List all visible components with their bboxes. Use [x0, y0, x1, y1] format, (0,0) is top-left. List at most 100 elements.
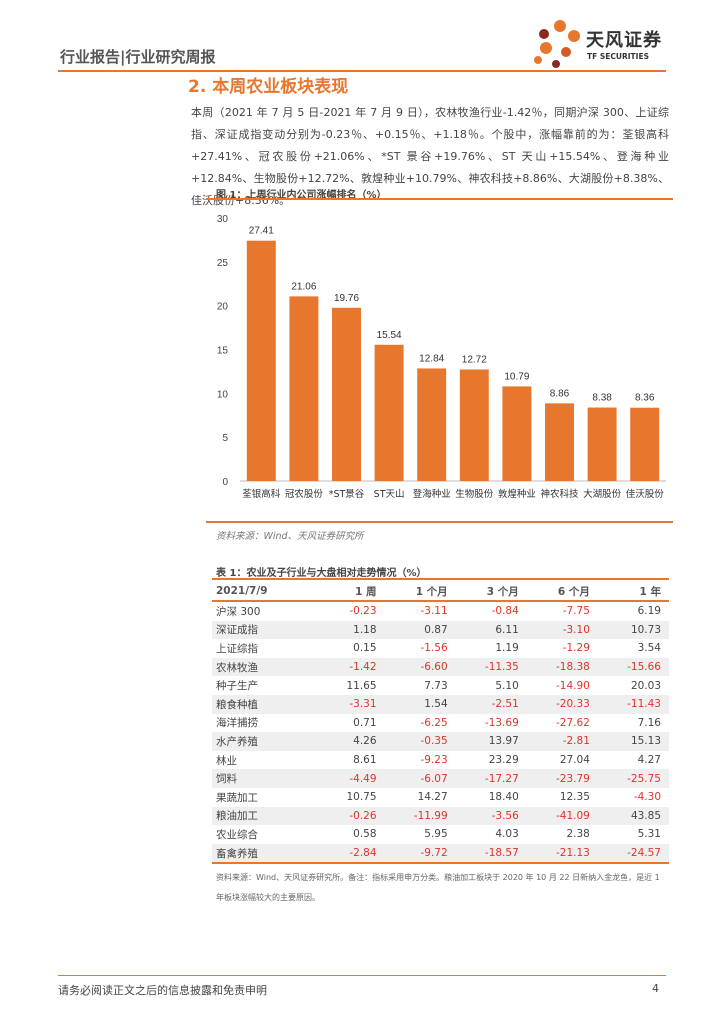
table-cell: -14.90: [556, 679, 590, 692]
figure-source: 资料来源：Wind、天风证券研究所: [216, 531, 364, 542]
table-cell: 20.03: [630, 679, 661, 692]
table-cell: 1.54: [384, 694, 456, 714]
table-cell: -20.33: [526, 694, 598, 714]
row-label: 饲料: [212, 769, 320, 788]
table-cell: -18.38: [526, 657, 598, 677]
row-label: 畜禽养殖: [212, 843, 320, 865]
table-cell: -4.49: [319, 769, 385, 788]
table-cell: 4.03: [495, 828, 519, 841]
table-cell: 11.65: [346, 679, 377, 692]
performance-table: 2021/7/9 1 周 1 个月 3 个月 6 个月 1 年 沪深 300 -0…: [212, 582, 669, 865]
bar-value-label: 27.41: [249, 226, 274, 237]
table-row: 上证综指 0.15 -1.56 1.19 -1.29 3.54: [212, 639, 669, 658]
y-tick-label: 30: [217, 214, 229, 225]
row-label: 水产养殖: [212, 732, 320, 751]
table-row: 粮食种植 -3.31 1.54 -2.51 -20.33 -11.43: [212, 694, 669, 714]
y-tick-label: 25: [217, 258, 229, 269]
table-cell: -3.31: [319, 694, 385, 714]
col-header-1m: 1 个月: [384, 582, 456, 602]
bar-value-label: 21.06: [291, 281, 316, 292]
table-title: 表 1：农业及子行业与大盘相对走势情况（%）: [216, 568, 427, 579]
header-divider: [58, 70, 666, 72]
y-tick-label: 5: [222, 433, 228, 444]
table-cell: -6.60: [384, 657, 456, 677]
table-cell: -11.35: [455, 657, 527, 677]
table-row: 林业 8.61 -9.23 23.29 27.04 4.27: [212, 751, 669, 770]
col-header-6m: 6 个月: [526, 582, 598, 602]
y-tick-label: 0: [222, 477, 228, 488]
table-cell: -3.10: [526, 620, 598, 640]
table-cell: 3.54: [637, 642, 661, 655]
table-cell: -9.72: [384, 843, 456, 865]
row-label: 粮油加工: [212, 806, 320, 826]
table-cell: -2.84: [319, 843, 385, 865]
bar-value-label: 12.72: [462, 354, 487, 365]
row-label: 上证综指: [216, 642, 258, 655]
table-note: 资料来源：Wind、天风证券研究所。备注：指标采用申万分类。粮油加工板块于 20…: [216, 873, 660, 902]
bar: [459, 369, 489, 481]
x-category-label: 大湖股份: [583, 488, 622, 500]
col-header-date: 2021/7/9: [212, 582, 320, 602]
row-label: 种子生产: [216, 680, 258, 693]
col-header-1y: 1 年: [597, 582, 669, 602]
footer-disclaimer: 请务必阅读正文之后的信息披露和免责申明: [58, 984, 267, 997]
table-cell: 4.26: [319, 732, 385, 751]
table-row: 深证成指 1.18 0.87 6.11 -3.10 10.73: [212, 620, 669, 640]
row-label: 果蔬加工: [216, 791, 258, 804]
y-tick-label: 20: [217, 302, 229, 313]
table-row: 沪深 300 -0.23 -3.11 -0.84 -7.75 6.19: [212, 601, 669, 621]
bar: [502, 386, 532, 481]
table-cell: -6.07: [384, 769, 456, 788]
bar: [545, 403, 574, 481]
table-cell: 6.19: [637, 605, 661, 618]
row-label: 林业: [216, 754, 237, 767]
table-header-row: 2021/7/9 1 周 1 个月 3 个月 6 个月 1 年: [212, 582, 669, 602]
bar-value-label: 10.79: [504, 371, 529, 382]
table-cell: 10.75: [346, 791, 377, 804]
bar: [289, 296, 319, 481]
bar: [332, 307, 361, 481]
logo-english-name: TF SECURITIES: [587, 52, 649, 61]
table-cell: 4.27: [637, 754, 661, 767]
table-cell: -11.43: [597, 694, 669, 714]
bar: [630, 407, 660, 481]
table-cell: -25.75: [597, 769, 669, 788]
table-cell: 14.27: [417, 791, 448, 804]
x-category-label: 生物股份: [455, 488, 494, 500]
table-row: 农业综合 0.58 5.95 4.03 2.38 5.31: [212, 825, 669, 844]
table-cell: -4.30: [633, 791, 661, 804]
row-label: 深证成指: [212, 620, 320, 640]
logo-chinese-name: 天风证券: [586, 30, 662, 51]
table-cell: 5.10: [495, 679, 519, 692]
table-cell: -2.51: [455, 694, 527, 714]
section-title: 2. 本周农业板块表现: [188, 77, 349, 97]
x-category-label: 敦煌种业: [498, 488, 536, 500]
table-cell: 0.58: [353, 828, 377, 841]
table-cell: 7.16: [637, 716, 661, 729]
row-label: 农业综合: [216, 828, 258, 841]
table-row: 粮油加工 -0.26 -11.99 -3.56 -41.09 43.85: [212, 806, 669, 826]
table-cell: -15.66: [597, 657, 669, 677]
row-label: 沪深 300: [216, 605, 261, 618]
y-tick-label: 15: [217, 346, 229, 357]
bar: [417, 368, 447, 481]
table-cell: 2.38: [566, 828, 590, 841]
table-cell: -21.13: [526, 843, 598, 865]
table-cell: -24.57: [597, 843, 669, 865]
table-cell: 13.97: [455, 732, 527, 751]
bar-value-label: 8.38: [592, 393, 612, 404]
figure-title: 图 1：上周行业内公司涨幅排名（%）: [216, 190, 387, 201]
table-cell: 6.11: [455, 620, 527, 640]
row-label: 粮食种植: [212, 694, 320, 714]
table-cell: 12.35: [559, 791, 590, 804]
summary-paragraph: 本周（2021 年 7 月 5 日-2021 年 7 月 9 日），农林牧渔行业…: [191, 106, 669, 207]
table-cell: 10.73: [597, 620, 669, 640]
table-cell: -9.23: [420, 754, 448, 767]
table-row: 饲料 -4.49 -6.07 -17.27 -23.79 -25.75: [212, 769, 669, 788]
col-header-1w: 1 周: [319, 582, 385, 602]
table-cell: -1.29: [562, 642, 590, 655]
x-category-label: 神农科技: [540, 488, 579, 500]
table-cell: -2.81: [526, 732, 598, 751]
bar: [246, 240, 276, 481]
table-cell: -6.25: [420, 716, 448, 729]
